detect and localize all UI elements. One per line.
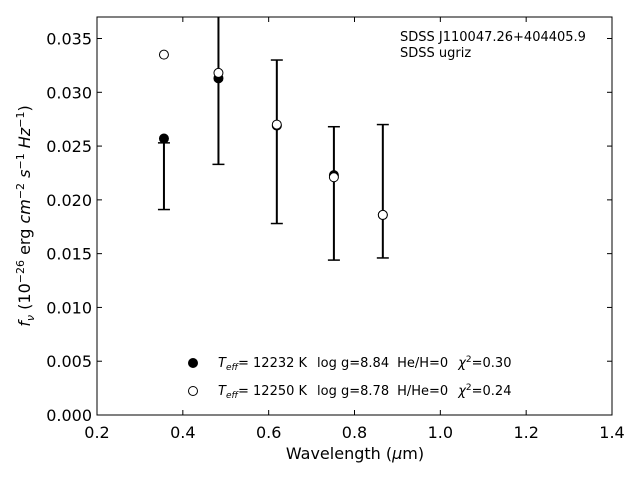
- y-tick-label: 0.035: [46, 30, 92, 49]
- model-point-open: [158, 49, 169, 60]
- x-tick-label: 0.4: [170, 423, 195, 442]
- x-tick-label: 0.6: [256, 423, 281, 442]
- legend-marker-open: [188, 386, 198, 396]
- model-point-open: [377, 209, 388, 220]
- model-point-open: [328, 172, 339, 183]
- x-axis-label: Wavelength (μm): [286, 444, 424, 463]
- y-tick-label: 0.005: [46, 352, 92, 371]
- x-tick-label: 1.0: [428, 423, 453, 442]
- x-tick-label: 1.2: [513, 423, 538, 442]
- y-ticks: 0.000 0.005 0.010 0.015 0.020 0.025 0.030 0.035: [46, 30, 612, 425]
- model-point-open: [213, 67, 224, 78]
- data-points: [158, 49, 388, 220]
- error-bars: [157, 17, 389, 261]
- y-tick-label: 0.015: [46, 245, 92, 264]
- legend-marker-filled: [188, 358, 198, 368]
- y-tick-label: 0.020: [46, 191, 92, 210]
- annotation-object: SDSS J110047.26+404405.9: [400, 30, 586, 45]
- y-tick-label: 0.025: [46, 137, 92, 156]
- x-tick-label: 0.8: [342, 423, 367, 442]
- y-tick-label: 0.030: [46, 83, 92, 102]
- y-tick-label: 0.010: [46, 298, 92, 317]
- y-axis-label: fν (10−26 erg cm−2 s−1 Hz−1): [14, 105, 37, 326]
- model-point-open: [271, 119, 282, 130]
- x-ticks: 0.2 0.4 0.6 0.8 1.0 1.2 1.4: [84, 17, 625, 442]
- x-tick-label: 1.4: [599, 423, 624, 442]
- x-tick-label: 0.2: [84, 423, 109, 442]
- annotation-survey: SDSS ugriz: [400, 46, 471, 61]
- y-tick-label: 0.000: [46, 406, 92, 425]
- model-point-filled: [158, 133, 169, 144]
